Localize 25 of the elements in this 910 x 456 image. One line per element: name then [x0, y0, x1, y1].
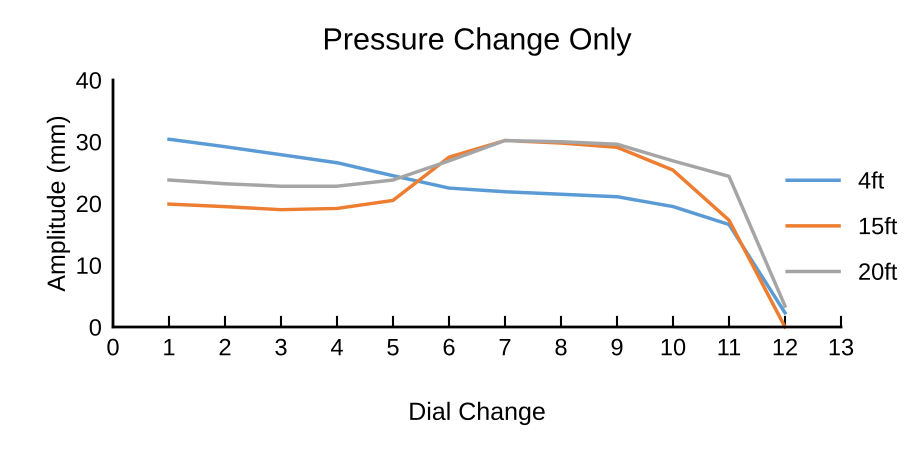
x-tick-label: 12 — [774, 338, 797, 356]
y-tick-label: 30 — [76, 134, 101, 151]
chart-title: Pressure Change Only — [324, 27, 632, 56]
x-tick-label: 13 — [830, 338, 854, 356]
x-tick-label: 0 — [107, 338, 119, 356]
x-tick-label: 3 — [275, 338, 287, 356]
x-tick-label: 5 — [387, 338, 399, 356]
y-tick-label: 10 — [77, 257, 101, 274]
x-tick-label: 9 — [612, 338, 622, 356]
x-tick-label: 2 — [220, 338, 230, 356]
y-tick-label: 0 — [90, 319, 101, 336]
x-axis-title: Dial Change — [410, 402, 545, 426]
y-tick-label: 40 — [76, 72, 101, 89]
x-tick-label: 8 — [555, 338, 567, 356]
x-tick-label: 6 — [444, 338, 455, 356]
legend-label: 15ft — [860, 217, 898, 234]
x-tick-label: 1 — [164, 338, 174, 356]
x-tick-label: 10 — [662, 338, 686, 356]
y-axis-title: Amplitude (mm) — [46, 116, 70, 292]
x-tick-label: 11 — [718, 338, 740, 356]
legend-label: 20ft — [859, 262, 898, 280]
legend-label: 4ft — [858, 171, 884, 189]
x-tick-label: 4 — [330, 338, 343, 356]
y-tick-label: 20 — [76, 196, 101, 212]
x-tick-label: 7 — [500, 338, 510, 356]
